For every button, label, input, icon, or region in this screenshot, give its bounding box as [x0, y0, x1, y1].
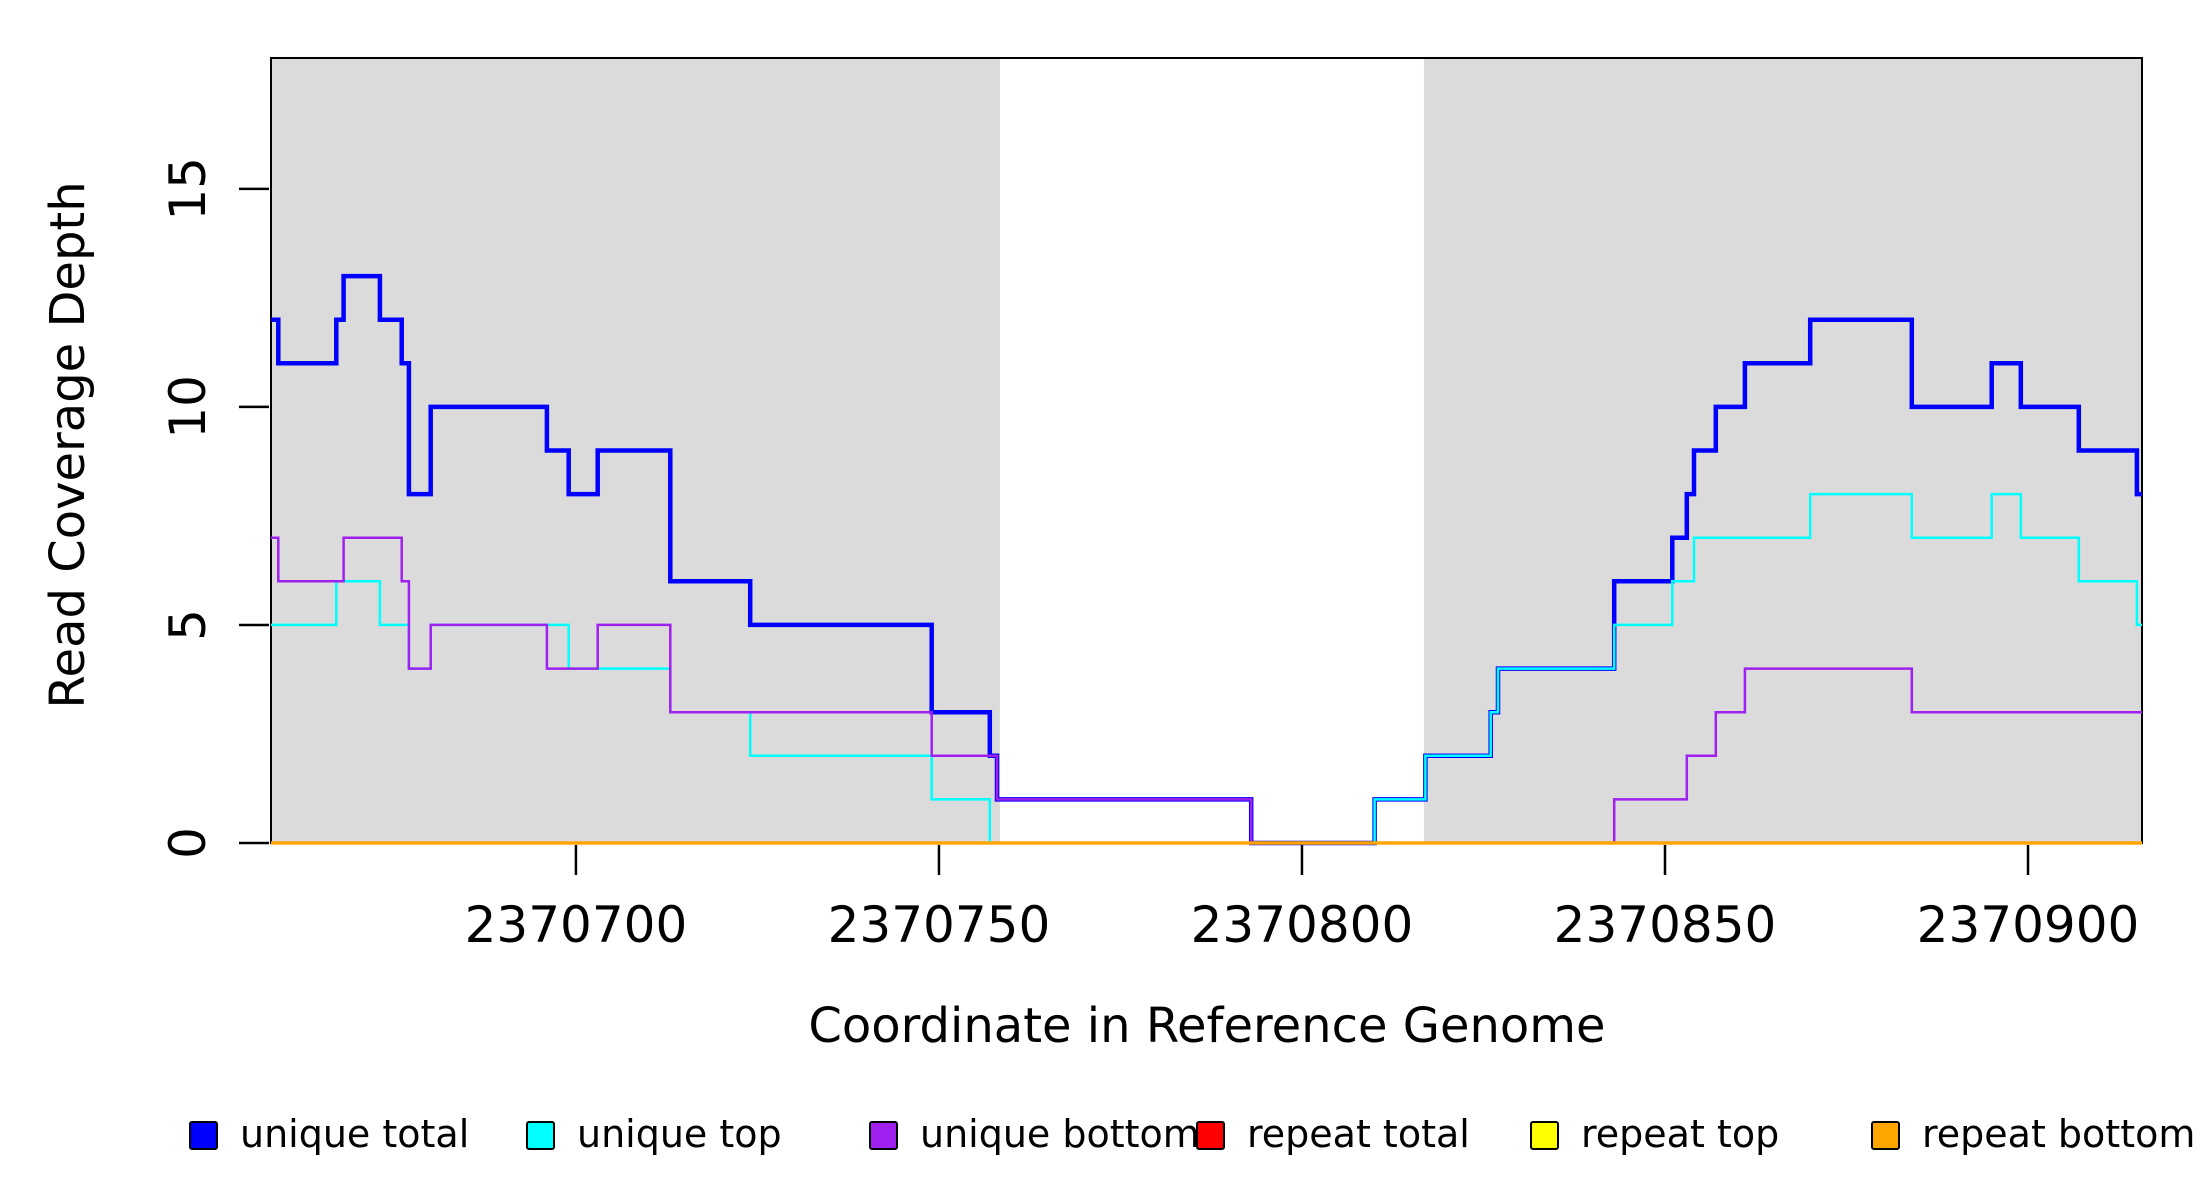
y-tick-label: 0 — [159, 827, 217, 859]
x-tick-label: 2370900 — [1917, 896, 2140, 954]
legend-item: repeat bottom — [1871, 1112, 2195, 1156]
legend-swatch-unique-bottom — [869, 1121, 898, 1150]
legend-label: repeat bottom — [1922, 1112, 2195, 1156]
y-tick-label: 5 — [159, 609, 217, 641]
legend-swatch-unique-total — [189, 1121, 218, 1150]
legend-item: unique total — [189, 1112, 469, 1156]
x-axis-title: Coordinate in Reference Genome — [808, 998, 1605, 1054]
x-tick-label: 2370800 — [1191, 896, 1414, 954]
legend-label: unique total — [240, 1112, 469, 1156]
legend-label: unique bottom — [920, 1112, 1200, 1156]
y-tick-label: 10 — [159, 375, 217, 439]
legend-swatch-repeat-bottom — [1871, 1121, 1900, 1150]
y-axis-title: Read Coverage Depth — [40, 181, 96, 708]
legend-item: repeat top — [1530, 1112, 1779, 1156]
legend-label: repeat total — [1247, 1112, 1470, 1156]
legend-label: unique top — [577, 1112, 782, 1156]
legend-swatch-unique-top — [526, 1121, 555, 1150]
legend-swatch-repeat-total — [1196, 1121, 1225, 1150]
x-tick-label: 2370750 — [828, 896, 1051, 954]
x-tick-label: 2370850 — [1554, 896, 1777, 954]
right-gray-panel — [1423, 58, 2142, 843]
y-tick-label: 15 — [159, 157, 217, 221]
legend-item: repeat total — [1196, 1112, 1470, 1156]
legend-item: unique bottom — [869, 1112, 1200, 1156]
series-unique-bottom-line — [271, 536, 2142, 845]
legend-item: unique top — [526, 1112, 782, 1156]
x-tick-label: 2370700 — [465, 896, 688, 954]
legend-label: repeat top — [1581, 1112, 1779, 1156]
legend-swatch-repeat-top — [1530, 1121, 1559, 1150]
legend: unique total unique top unique bottom re… — [189, 1112, 2195, 1156]
